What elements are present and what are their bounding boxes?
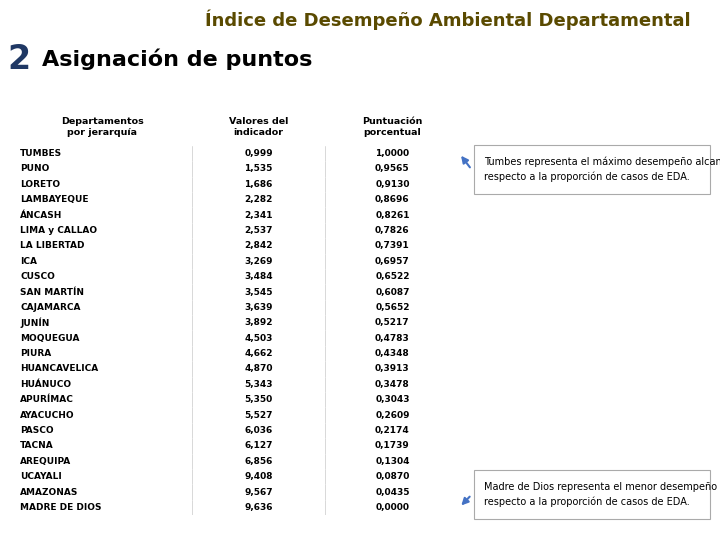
- Text: Tumbes representa el máximo desempeño alcanzado con
respecto a la proporción de : Tumbes representa el máximo desempeño al…: [484, 157, 720, 182]
- Text: 4,662: 4,662: [244, 349, 273, 358]
- Text: PASCO: PASCO: [20, 426, 54, 435]
- Text: 0,9130: 0,9130: [375, 180, 410, 189]
- Text: 5,350: 5,350: [244, 395, 273, 404]
- Text: 0,0870: 0,0870: [375, 472, 410, 481]
- Text: ÁNCASH: ÁNCASH: [20, 211, 63, 220]
- Text: 0,0435: 0,0435: [375, 488, 410, 497]
- Text: LIMA y CALLAO: LIMA y CALLAO: [20, 226, 97, 235]
- Text: MOQUEGUA: MOQUEGUA: [20, 334, 80, 343]
- Text: 3,484: 3,484: [244, 272, 273, 281]
- Text: 0,2609: 0,2609: [375, 410, 410, 420]
- Text: 4,503: 4,503: [244, 334, 273, 343]
- Text: PIURA: PIURA: [20, 349, 51, 358]
- Text: 0,3913: 0,3913: [375, 364, 410, 374]
- Text: AMAZONAS: AMAZONAS: [20, 488, 78, 497]
- Text: 0,7826: 0,7826: [375, 226, 410, 235]
- Text: 0,1304: 0,1304: [375, 457, 410, 466]
- Text: 0,4783: 0,4783: [375, 334, 410, 343]
- Text: 9,567: 9,567: [244, 488, 273, 497]
- Text: TUMBES: TUMBES: [20, 149, 62, 158]
- Text: JUNÍN: JUNÍN: [20, 318, 50, 328]
- Text: CUSCO: CUSCO: [20, 272, 55, 281]
- Text: 2: 2: [7, 43, 30, 76]
- Text: Departamentos
por jerarquía: Departamentos por jerarquía: [61, 117, 143, 137]
- Text: Valores del
indicador: Valores del indicador: [229, 117, 288, 137]
- Text: CAJAMARCA: CAJAMARCA: [20, 303, 81, 312]
- Text: 6,856: 6,856: [244, 457, 273, 466]
- Text: 0,0000: 0,0000: [375, 503, 410, 512]
- Text: 9,636: 9,636: [244, 503, 273, 512]
- Text: 2,282: 2,282: [244, 195, 273, 204]
- Text: 0,9565: 0,9565: [375, 164, 410, 173]
- Text: 2,341: 2,341: [244, 211, 273, 220]
- Text: 0,7391: 0,7391: [375, 241, 410, 251]
- Text: 0,6957: 0,6957: [375, 256, 410, 266]
- Text: 0,5652: 0,5652: [375, 303, 410, 312]
- Text: ICA: ICA: [20, 256, 37, 266]
- Text: HUÁNUCO: HUÁNUCO: [20, 380, 71, 389]
- Text: 0,2174: 0,2174: [375, 426, 410, 435]
- Text: 3,892: 3,892: [244, 318, 273, 327]
- Text: Madre de Dios representa el menor desempeño alcanzado con
respecto a la proporci: Madre de Dios representa el menor desemp…: [484, 482, 720, 507]
- FancyBboxPatch shape: [474, 470, 711, 519]
- Text: AREQUIPA: AREQUIPA: [20, 457, 71, 466]
- Text: 0,6087: 0,6087: [375, 287, 410, 296]
- Text: 0,999: 0,999: [244, 149, 273, 158]
- Text: Índice de Desempeño Ambiental Departamental: Índice de Desempeño Ambiental Departamen…: [205, 10, 691, 30]
- Text: Método: Método: [47, 11, 130, 30]
- Text: 1,686: 1,686: [244, 180, 273, 189]
- Text: LA LIBERTAD: LA LIBERTAD: [20, 241, 85, 251]
- Text: APURÍMAC: APURÍMAC: [20, 395, 74, 404]
- Text: 9,408: 9,408: [244, 472, 273, 481]
- Text: 0,1739: 0,1739: [375, 441, 410, 450]
- Text: 3,639: 3,639: [244, 303, 273, 312]
- Text: PUNO: PUNO: [20, 164, 50, 173]
- Text: 1,0000: 1,0000: [375, 149, 410, 158]
- Text: 0,5217: 0,5217: [375, 318, 410, 327]
- Text: HUANCAVELICA: HUANCAVELICA: [20, 364, 99, 374]
- Text: Casos de EDA por mil habitantes: Casos de EDA por mil habitantes: [135, 92, 338, 102]
- FancyBboxPatch shape: [474, 145, 711, 194]
- Text: 0,8696: 0,8696: [375, 195, 410, 204]
- Text: LAMBAYEQUE: LAMBAYEQUE: [20, 195, 89, 204]
- Text: 5,527: 5,527: [244, 410, 273, 420]
- Text: LORETO: LORETO: [20, 180, 60, 189]
- Text: 5,343: 5,343: [244, 380, 273, 389]
- Text: 0,3478: 0,3478: [375, 380, 410, 389]
- Text: TACNA: TACNA: [20, 441, 54, 450]
- Text: 3,545: 3,545: [244, 287, 273, 296]
- Text: 1,535: 1,535: [244, 164, 273, 173]
- Text: 3,269: 3,269: [244, 256, 273, 266]
- Text: 0,3043: 0,3043: [375, 395, 410, 404]
- Text: SAN MARTÍN: SAN MARTÍN: [20, 287, 84, 296]
- Text: Puntuación
porcentual: Puntuación porcentual: [362, 117, 423, 137]
- Text: 0,4348: 0,4348: [375, 349, 410, 358]
- Text: 4,870: 4,870: [244, 364, 273, 374]
- Text: 0,6522: 0,6522: [375, 272, 410, 281]
- Text: UCAYALI: UCAYALI: [20, 472, 62, 481]
- Text: AYACUCHO: AYACUCHO: [20, 410, 75, 420]
- Text: MADRE DE DIOS: MADRE DE DIOS: [20, 503, 102, 512]
- Text: 2,842: 2,842: [244, 241, 273, 251]
- Text: Asignación de puntos: Asignación de puntos: [42, 49, 312, 70]
- Text: 6,127: 6,127: [244, 441, 273, 450]
- Text: 6,036: 6,036: [244, 426, 273, 435]
- Text: 0,8261: 0,8261: [375, 211, 410, 220]
- Text: 2,537: 2,537: [244, 226, 273, 235]
